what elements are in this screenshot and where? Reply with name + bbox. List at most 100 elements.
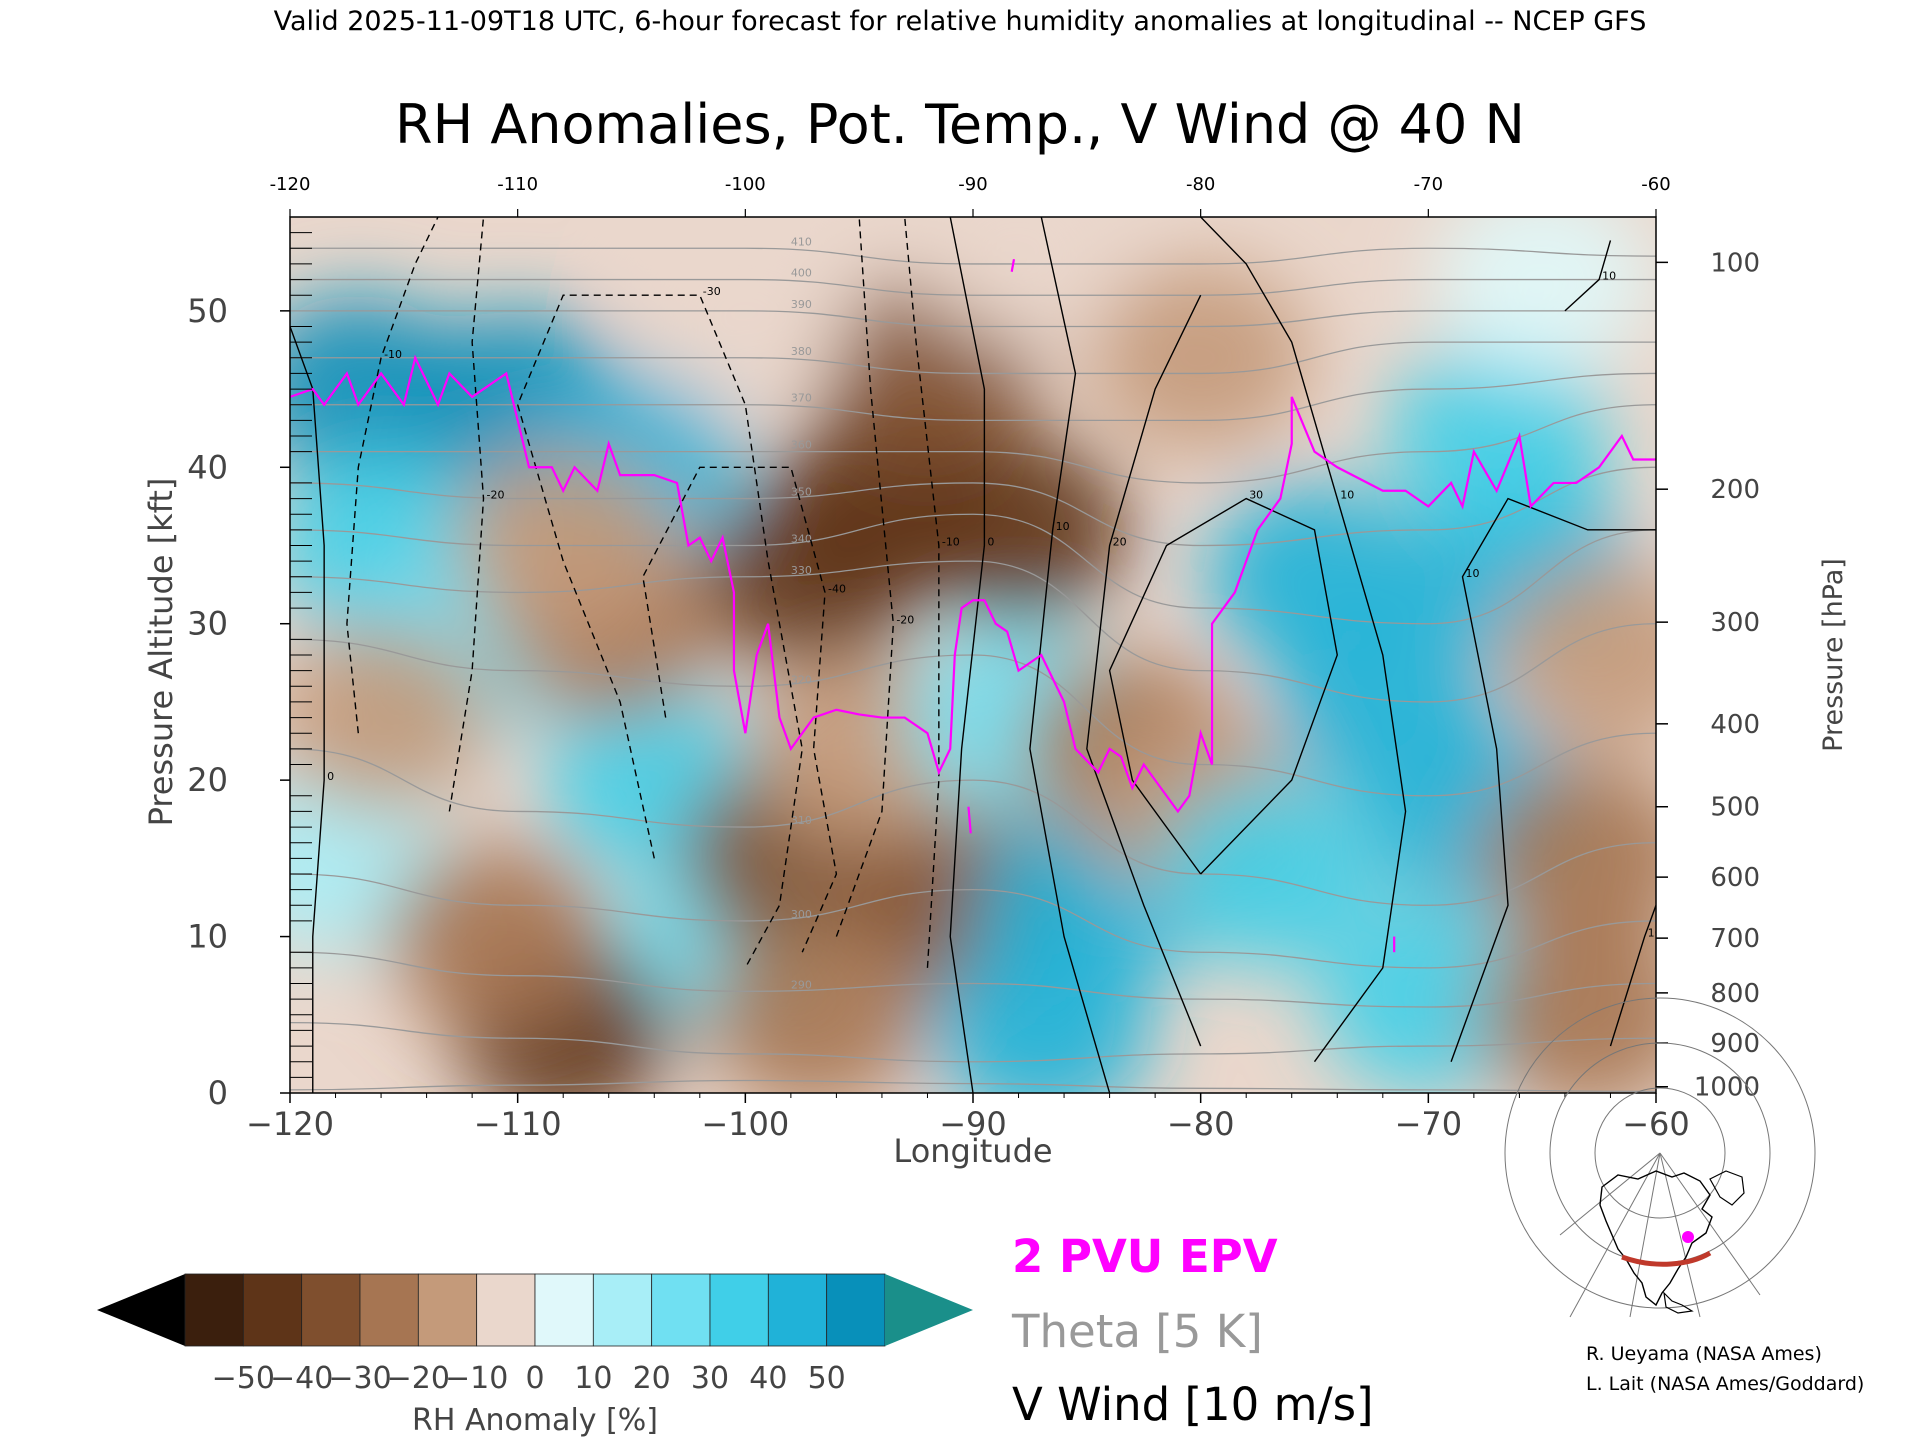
pressure-tick-label: 700 bbox=[1710, 924, 1760, 954]
x-tick-label: −100 bbox=[701, 1105, 789, 1143]
rh-anomaly-cell bbox=[703, 481, 924, 672]
north-america-polar-map-icon bbox=[1504, 997, 1816, 1318]
v-wind-contour bbox=[1086, 294, 1202, 1047]
v-wind-contour bbox=[448, 217, 485, 812]
top-tick-label: -70 bbox=[1414, 174, 1443, 195]
v-wind-contour-label: -20 bbox=[487, 489, 505, 502]
rh-anomaly-cell bbox=[931, 935, 1152, 1093]
credit-line-2: L. Lait (NASA Ames/Goddard) bbox=[1586, 1373, 1864, 1395]
x-tick-label: −70 bbox=[1395, 1105, 1463, 1143]
colorbar-tick-label: −30 bbox=[328, 1361, 391, 1396]
colorbar-swatch bbox=[826, 1273, 886, 1347]
credit-line-1: R. Ueyama (NASA Ames) bbox=[1586, 1343, 1822, 1365]
v-wind-contour-label: 30 bbox=[1249, 489, 1263, 502]
top-tick-label: -90 bbox=[958, 174, 987, 195]
colorbar-tick-label: −40 bbox=[270, 1361, 333, 1396]
theta-contour bbox=[290, 638, 1656, 797]
colorbar-swatch bbox=[417, 1273, 478, 1347]
colorbar-under-arrow bbox=[97, 1274, 185, 1346]
rh-anomaly-cell bbox=[1500, 560, 1656, 750]
theta-contour bbox=[290, 310, 1656, 328]
colorbar-tick-label: −50 bbox=[212, 1361, 275, 1396]
v-wind-contour bbox=[1609, 905, 1656, 1047]
rh-anomaly-cell bbox=[1432, 217, 1653, 375]
rh-anomaly-cell bbox=[1477, 919, 1656, 1093]
colorbar-tick-label: 0 bbox=[525, 1361, 544, 1396]
chart-title: RH Anomalies, Pot. Temp., V Wind @ 40 N bbox=[395, 93, 1525, 156]
x-tick-label: −120 bbox=[246, 1105, 334, 1143]
theta-contour-label: 390 bbox=[791, 298, 812, 311]
x-tick-label: −60 bbox=[1622, 1105, 1690, 1143]
y-tick-label: 10 bbox=[187, 918, 228, 956]
y-tick-label: 50 bbox=[187, 292, 228, 330]
v-wind-contour-label: 0 bbox=[987, 536, 994, 549]
theta-contour bbox=[290, 560, 1656, 703]
y-tick-label: 20 bbox=[187, 761, 228, 799]
v-wind-contour-label: 20 bbox=[1113, 536, 1127, 549]
theta-contour-label: 320 bbox=[791, 673, 812, 686]
theta-contour bbox=[290, 247, 1656, 265]
colorbar-swatch bbox=[301, 1273, 361, 1347]
y-tick-label: 0 bbox=[208, 1074, 228, 1112]
plot-area: 290300310320330340350360370380390400410 … bbox=[289, 216, 1662, 1094]
epv-2pvu-line bbox=[290, 259, 1656, 953]
colorbar-label: RH Anomaly [%] bbox=[412, 1403, 658, 1438]
rh-anomaly-cell bbox=[1090, 262, 1311, 453]
x-tick-label: −110 bbox=[474, 1105, 562, 1143]
v-wind-contour-label: 10 bbox=[1056, 520, 1070, 533]
colorbar-tick-label: −10 bbox=[445, 1361, 508, 1396]
v-wind-contour-label: 10 bbox=[1602, 270, 1616, 283]
v-wind-contour-label: 10 bbox=[1648, 927, 1662, 940]
v-wind-contour bbox=[290, 326, 325, 1093]
rh-anomaly-cell bbox=[1477, 763, 1656, 954]
theta-contour bbox=[290, 404, 1656, 484]
rh-anomaly-cell bbox=[290, 622, 492, 813]
v-wind-contour bbox=[1029, 217, 1111, 1093]
pressure-tick-label: 400 bbox=[1710, 710, 1760, 740]
pressure-tick-label: 100 bbox=[1710, 248, 1760, 278]
inset-map bbox=[1504, 997, 1816, 1318]
epv-2pvu-segment bbox=[290, 354, 1656, 814]
colorbar-swatch bbox=[709, 1273, 769, 1347]
legend-theta: Theta [5 K] bbox=[1011, 1305, 1263, 1358]
y2-axis-label: Pressure [hPa] bbox=[1818, 558, 1849, 752]
v-wind-contour bbox=[835, 217, 895, 937]
theta-contour-label: 340 bbox=[791, 533, 812, 546]
epv-2pvu-segment bbox=[967, 806, 972, 834]
v-wind-contour-label: -10 bbox=[384, 348, 402, 361]
theta-contour-label: 370 bbox=[791, 392, 812, 405]
rh-anomaly-cell bbox=[908, 217, 1129, 344]
theta-contour bbox=[290, 1021, 1656, 1063]
x-tick-label: −80 bbox=[1167, 1105, 1235, 1143]
v-wind-contour bbox=[949, 217, 986, 1093]
colorbar-swatch bbox=[592, 1273, 653, 1347]
pressure-tick-label: 900 bbox=[1710, 1029, 1760, 1059]
colorbar-tick-label: 30 bbox=[691, 1361, 729, 1396]
colorbar-swatch bbox=[534, 1273, 594, 1347]
theta-contour-label: 290 bbox=[791, 978, 812, 991]
v-wind-contour-label: -40 bbox=[828, 582, 846, 595]
legend: 2 PVU EPV Theta [5 K] V Wind [10 m/s] bbox=[1011, 1230, 1374, 1431]
v-wind-contour-label: -20 bbox=[896, 614, 914, 627]
colorbar-tick-label: 20 bbox=[633, 1361, 671, 1396]
top-tick-label: -60 bbox=[1641, 174, 1670, 195]
pressure-tick-label: 300 bbox=[1710, 608, 1760, 638]
v-wind-contour bbox=[1108, 497, 1338, 875]
pressure-tick-label: 800 bbox=[1710, 979, 1760, 1009]
v-wind-contour bbox=[642, 466, 838, 953]
axes: −120-120−110-110−100-100−90-90−80-80−70-… bbox=[187, 174, 1760, 1143]
y-axis-label: Pressure Altitude [kft] bbox=[142, 478, 180, 827]
colorbar-tick-label: 40 bbox=[749, 1361, 787, 1396]
theta-contour bbox=[290, 466, 1656, 547]
theta-contour bbox=[290, 341, 1656, 375]
theta-contour-label: 310 bbox=[791, 814, 812, 827]
v-wind-contour bbox=[1200, 217, 1407, 1063]
y-tick-label: 30 bbox=[187, 605, 228, 643]
epv-2pvu-segment bbox=[1010, 259, 1016, 272]
colorbar-swatch bbox=[184, 1273, 244, 1347]
top-tick-label: -110 bbox=[497, 174, 538, 195]
colorbar-swatch bbox=[651, 1273, 711, 1347]
v-wind-contour-label: -30 bbox=[703, 285, 721, 298]
theta-contour bbox=[290, 748, 1656, 906]
